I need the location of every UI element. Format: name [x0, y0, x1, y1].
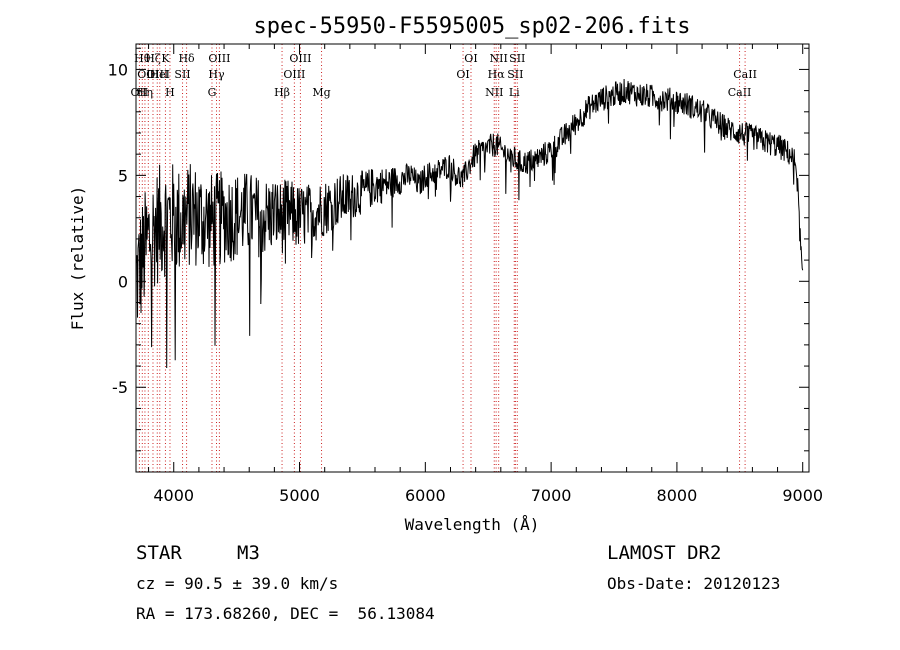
marker-label: CaII [733, 68, 757, 81]
marker-label: Hδ [178, 52, 195, 65]
marker-label: OIII [289, 52, 311, 65]
x-tick-label: 8000 [657, 486, 698, 505]
marker-label: SII [507, 68, 523, 81]
marker-label: OI [464, 52, 477, 65]
y-tick-label: 0 [118, 272, 128, 291]
marker-label: OII [131, 86, 149, 99]
survey-name: LAMOST DR2 [607, 542, 722, 564]
y-tick-label: 5 [118, 166, 128, 185]
marker-label: CaII [728, 86, 752, 99]
plot-frame [135, 43, 810, 473]
spectrum-line [135, 78, 804, 369]
x-axis-label: Wavelength (Å) [405, 515, 540, 534]
marker-label: OIII [208, 52, 230, 65]
marker-label: Hα [488, 68, 506, 81]
marker-label: Hη [137, 86, 153, 99]
marker-label: Hβ [274, 86, 290, 99]
marker-label: Li [509, 86, 520, 99]
object-subclass: M3 [237, 542, 260, 564]
y-tick-label: -5 [112, 378, 128, 397]
y-axis-label: Flux (relative) [68, 186, 87, 331]
marker-label: OIII [283, 68, 305, 81]
marker-label: HeI [150, 68, 170, 81]
marker-label: OIII [137, 68, 159, 81]
spectrum [135, 78, 804, 369]
marker-label: Mg [312, 86, 330, 99]
coords-line: RA = 173.68260, DEC = 56.13084 [136, 604, 435, 623]
marker-label: NII [485, 86, 503, 99]
marker-label: Hθ [134, 52, 151, 65]
redshift-line: cz = 90.5 ± 39.0 km/s [136, 574, 339, 593]
marker-label: OIII [146, 68, 168, 81]
axis-ticks: 4000 5000 6000 7000 8000 9000 -5 0 5 10 [108, 44, 823, 505]
marker-label: OI [456, 68, 469, 81]
x-tick-label: 7000 [531, 486, 572, 505]
marker-label: SII [509, 52, 525, 65]
marker-label: K [161, 52, 170, 65]
y-tick-label: 10 [108, 60, 128, 79]
marker-label: Hζ [145, 52, 161, 65]
marker-label: H [165, 86, 175, 99]
x-tick-label: 6000 [405, 486, 446, 505]
object-class: STAR [136, 542, 182, 564]
chart-title: spec-55950-F5595005_sp02-206.fits [253, 14, 690, 39]
marker-label: G [208, 86, 217, 99]
x-tick-label: 4000 [153, 486, 194, 505]
marker-label: NII [490, 52, 508, 65]
obs-date-line: Obs-Date: 20120123 [607, 574, 781, 593]
marker-label: Hγ [208, 68, 225, 81]
marker-label: SII [174, 68, 190, 81]
x-tick-label: 5000 [279, 486, 320, 505]
x-tick-label: 9000 [782, 486, 823, 505]
